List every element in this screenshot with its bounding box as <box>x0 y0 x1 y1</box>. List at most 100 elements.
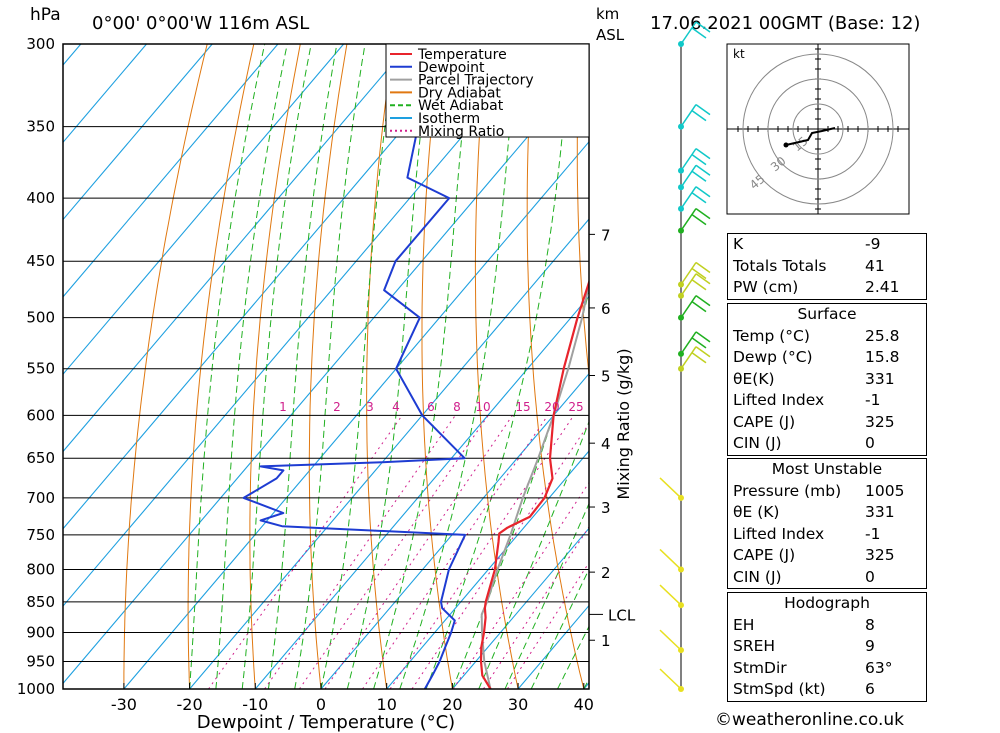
hodograph-index-row: EH 8 <box>728 615 926 637</box>
most-unstable-index-value: -1 <box>865 524 881 543</box>
height-axis: 1 2 3 4 5 6 7 LCL <box>589 226 636 650</box>
x-tick-label: 20 <box>442 695 462 714</box>
pressure-tick-label: 450 <box>26 252 55 270</box>
mixing-ratio-line <box>482 525 589 689</box>
mixing-ratio-tick-label: 10 <box>475 400 490 414</box>
hodograph-ring <box>792 103 844 155</box>
background-lines <box>63 44 589 689</box>
mixing-ratio-tick-label: 8 <box>453 400 461 414</box>
x-tick-label: -30 <box>111 695 137 714</box>
hodograph-index-row: StmSpd (kt) 6 <box>728 679 926 701</box>
height-tick-label: 1 <box>601 632 611 650</box>
legend-label: Mixing Ratio <box>418 124 504 140</box>
indices-hodograph: Hodograph EH 8 SREH 9 StmDir 63° StmSpd (kt) 6 <box>727 592 927 702</box>
height-unit-label: km <box>596 5 620 23</box>
x-tick-label: 30 <box>508 695 528 714</box>
dry-adiabat-line <box>366 44 394 689</box>
surface-index-row: Lifted Index -1 <box>728 390 926 412</box>
wind-barb-staff <box>659 477 682 499</box>
wind-barb-flag <box>691 154 707 166</box>
wind-barb-flag <box>695 21 711 33</box>
most-unstable-index-label: CAPE (J) <box>733 546 796 564</box>
legend-label: Isotherm <box>418 111 480 127</box>
pressure-axis: 300 350 400 450 500 550 600 650 700 750 800 850 900 9… <box>17 35 55 698</box>
most-unstable-index-value: 1005 <box>865 481 905 500</box>
dry-adiabat-line <box>576 44 589 380</box>
mixing-ratio-line <box>389 415 575 689</box>
wet-adiabat-line <box>504 502 589 689</box>
parcel-trajectory-line <box>480 279 589 689</box>
mixing-ratio-tick-label: 3 <box>366 400 374 414</box>
x-tick-label: -10 <box>242 695 268 714</box>
wind-barb-flag <box>695 261 711 274</box>
pressure-tick-label: 700 <box>26 489 55 507</box>
mixing-ratio-tick-label: 20 <box>544 400 559 414</box>
temperature-axis: -30 -20 -10 0 10 20 30 40 <box>111 683 594 714</box>
x-tick-label: 10 <box>377 695 397 714</box>
pressure-unit-label: hPa <box>30 5 61 25</box>
hodograph-index-value: 9 <box>865 637 875 655</box>
height-unit-label-2: ASL <box>596 26 625 44</box>
x-tick-label: 40 <box>574 695 594 714</box>
surface-index-label: θE(K) <box>733 369 775 388</box>
surface-index-value: 331 <box>865 369 895 388</box>
surface-index-label: CIN (J) <box>733 434 782 452</box>
wind-barb-staff <box>659 584 682 606</box>
wind-barb-staff <box>680 346 697 370</box>
profile-series <box>242 44 589 689</box>
pressure-tick-label: 550 <box>26 360 55 378</box>
general-index-label: PW (cm) <box>733 278 799 296</box>
surface-index-label: Dewp (°C) <box>733 348 813 366</box>
surface-index-row: θE(K) 331 <box>728 369 926 391</box>
surface-index-label: Temp (°C) <box>733 326 810 345</box>
wind-barb-staff <box>680 262 697 285</box>
legend-label: Wet Adiabat <box>418 98 504 114</box>
wind-barb-flag <box>695 103 711 116</box>
hodograph-index-value: 63° <box>865 658 893 677</box>
wind-barb-flag <box>695 331 711 343</box>
surface-index-label: CAPE (J) <box>733 412 796 431</box>
wind-barb-flag <box>695 164 711 176</box>
mixing-ratio-line <box>298 415 489 689</box>
indices-surface: Surface Temp (°C) 25.8 Dewp (°C) 15.8 θE(K) 3… <box>727 303 927 456</box>
wind-barb-staff <box>659 548 682 570</box>
most-unstable-index-value: 325 <box>865 546 895 564</box>
surface-index-value: 325 <box>865 412 895 431</box>
wind-barb-staff <box>680 208 697 232</box>
hodograph-index-row: StmDir 63° <box>728 658 926 680</box>
hodograph-title: Hodograph <box>784 594 870 612</box>
wind-barb-flag <box>691 170 707 182</box>
wet-adiabat-line <box>215 44 288 689</box>
wind-barb-flag <box>691 352 707 364</box>
most-unstable-title: Most Unstable <box>771 460 883 478</box>
pressure-tick-label: 850 <box>26 593 55 611</box>
wet-adiabat-line <box>294 44 366 689</box>
wind-barb-staff <box>680 331 697 355</box>
height-tick-label: 5 <box>601 367 611 385</box>
mixing-ratio-line <box>362 415 549 689</box>
surface-index-row: CAPE (J) 325 <box>728 412 926 434</box>
most-unstable-index-row: Lifted Index -1 <box>728 524 926 546</box>
wet-adiabat-line <box>241 44 312 689</box>
most-unstable-index-label: CIN (J) <box>733 567 782 586</box>
mixing-ratio-line <box>208 415 403 689</box>
wind-barb-flag <box>695 295 711 307</box>
general-index-row: PW (cm) 2.41 <box>728 277 926 299</box>
wind-barb-flag <box>691 279 707 291</box>
isotherm-line <box>63 44 213 221</box>
pressure-tick-label: 600 <box>26 406 55 424</box>
surface-title: Surface <box>797 305 857 323</box>
hodograph-index-value: 6 <box>865 680 875 698</box>
hodograph-index-row: SREH 9 <box>728 636 926 658</box>
wet-adiabat-line <box>399 44 519 689</box>
hodograph-ring <box>767 78 869 180</box>
dry-adiabat-line <box>421 44 453 689</box>
wind-barb-flag <box>691 213 707 226</box>
surface-index-row: Dewp (°C) 15.8 <box>728 347 926 369</box>
surface-index-value: -1 <box>865 391 881 409</box>
isotherm-line <box>63 44 345 376</box>
wind-barbs <box>659 21 711 692</box>
wet-adiabat-line <box>425 44 572 689</box>
